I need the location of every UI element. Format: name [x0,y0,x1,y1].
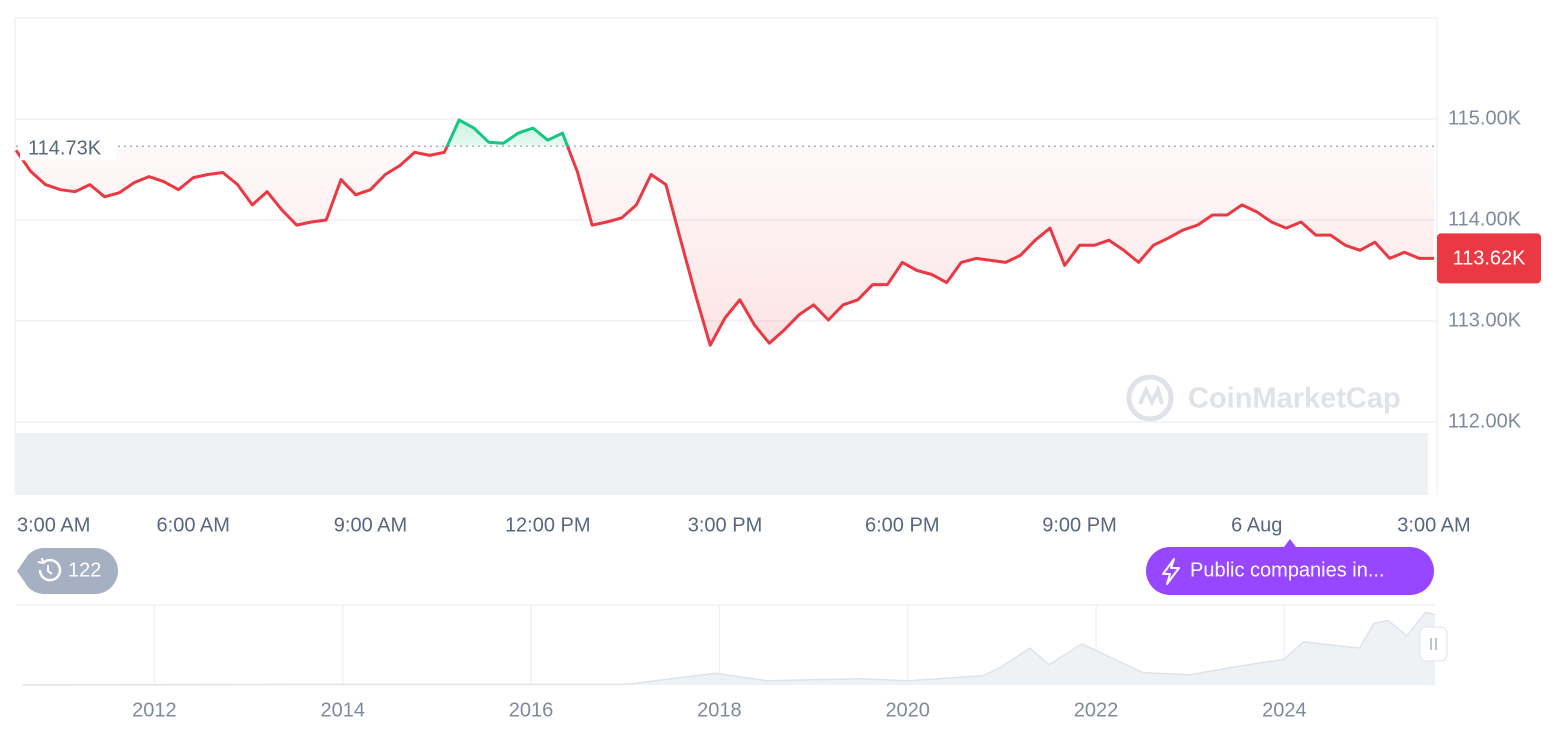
x-tick-label: 6:00 AM [157,514,230,536]
button-label[interactable]: Public companies in... [1190,559,1385,581]
badge-count: 122 [68,559,101,581]
x-tick-label: 9:00 PM [1042,514,1116,536]
area-below [16,146,1434,346]
handle-shape[interactable] [1419,626,1448,662]
watermark-text: CoinMarketCap [1188,383,1401,415]
x-tick-label: 2014 [320,699,365,721]
x-tick-label: 12:00 PM [505,514,591,536]
plot-frame [14,17,1438,495]
y-tick-label: 115.00K [1448,107,1522,129]
news-button[interactable]: Public companies in... [1146,539,1434,595]
watermark: CoinMarketCap [1126,374,1401,422]
volume-area [16,433,1428,495]
reference-label-bg [20,132,116,161]
history-badge[interactable]: 122 [17,548,118,594]
x-tick-label: 2012 [132,699,177,721]
overview-area [22,612,1436,685]
x-tick-label: 2016 [509,699,554,721]
x-tick-label: 2018 [697,699,742,721]
history-icon [38,558,62,582]
x-tick-label: 3:00 AM [1397,514,1470,536]
button-shape[interactable] [1146,547,1434,595]
x-tick-label: 6 Aug [1231,514,1282,536]
overview-chart: 2012 2014 2016 2018 2020 2022 2024 [16,604,1436,721]
last-price-label: 113.62K [1452,248,1526,270]
button-pointer [1284,539,1296,547]
price-line-down [14,146,1434,347]
overview-line [22,611,1436,686]
watermark-logo-mark [1138,384,1164,407]
x-tick-label: 3:00 AM [17,514,90,536]
x-tick-label: 2020 [885,699,930,721]
watermark-logo [1126,374,1174,422]
x-tick-label: 6:00 PM [865,514,939,536]
y-tick-label: 113.00K [1448,309,1522,331]
x-tick-label: 2022 [1074,699,1119,721]
handle-grip [1430,638,1437,650]
history-icon-hands [47,565,53,575]
reference-label: 114.73K [28,138,102,160]
x-tick-label: 9:00 AM [334,514,407,536]
x-tick-label: 2024 [1262,699,1307,721]
last-price-tag [1437,233,1541,284]
y-tick-label: 114.00K [1448,208,1522,230]
history-icon-arrow [37,557,45,565]
lightning-icon [1162,558,1180,585]
scroll-handle[interactable] [1419,626,1448,662]
main-chart: 112.00K 113.00K 114.00K 115.00K 3:00 AM 6:00 … [14,107,1541,536]
x-tick-label: 3:00 PM [688,514,762,536]
y-tick-label: 112.00K [1448,410,1522,432]
